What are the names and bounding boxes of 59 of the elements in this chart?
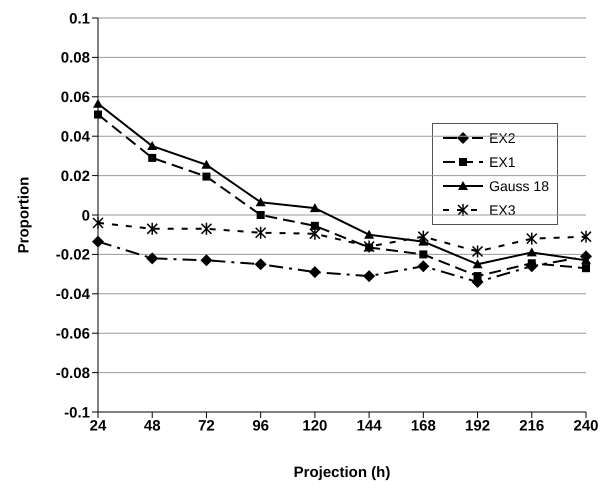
point [94,110,102,119]
point [472,259,483,268]
legend-label: Gauss 18 [489,178,549,194]
x-tick-label: 72 [198,418,215,435]
y-tick-label: 0.02 [60,168,90,185]
x-tick-label: 144 [356,418,382,435]
point [418,230,430,244]
x-tick-label: 240 [573,418,599,435]
y-axis-title: Proportion [15,176,32,254]
point [254,226,266,240]
point [310,222,319,230]
point [474,272,482,280]
point [308,266,321,278]
point [363,240,375,254]
point [147,141,158,150]
y-tick-label: -0.04 [56,286,91,304]
point [582,264,590,272]
point [309,226,321,240]
y-tick-label: 0.1 [69,10,90,28]
y-tick-label: 0 [82,207,90,224]
point [310,203,320,212]
point [526,232,538,246]
point [364,230,374,239]
point [419,250,428,258]
legend-label: EX1 [489,154,516,170]
point [148,154,156,162]
y-tick-label: -0.08 [56,364,90,382]
x-tick-label: 120 [302,418,328,435]
y-tick-label: -0.06 [56,326,90,343]
x-axis-title: Projection (h) [294,464,390,481]
x-tick-label: 168 [410,418,436,435]
point [256,211,265,219]
point [200,254,212,266]
x-tick-label: 192 [465,418,490,435]
point [93,98,103,108]
point [92,236,104,248]
x-tick-label: 48 [144,418,161,435]
y-tick-label: -0.02 [56,246,90,264]
point [202,172,210,181]
point [472,244,484,258]
y-tick-label: 0.06 [60,89,90,106]
point [146,252,158,264]
point [201,160,212,169]
point [526,247,537,256]
point [146,222,158,236]
point [92,216,104,230]
legend-label: EX2 [489,130,516,146]
point [417,260,430,272]
point [363,270,376,282]
point [256,197,266,206]
x-tick-label: 216 [519,418,544,435]
y-tick-label: 0.08 [60,50,90,67]
point [580,230,592,244]
y-tick-label: 0.04 [60,128,91,146]
y-tick-label: -0.1 [64,404,90,422]
x-tick-label: 96 [252,418,270,435]
x-tick-label: 24 [90,418,107,435]
point [200,222,212,236]
point [254,258,267,270]
